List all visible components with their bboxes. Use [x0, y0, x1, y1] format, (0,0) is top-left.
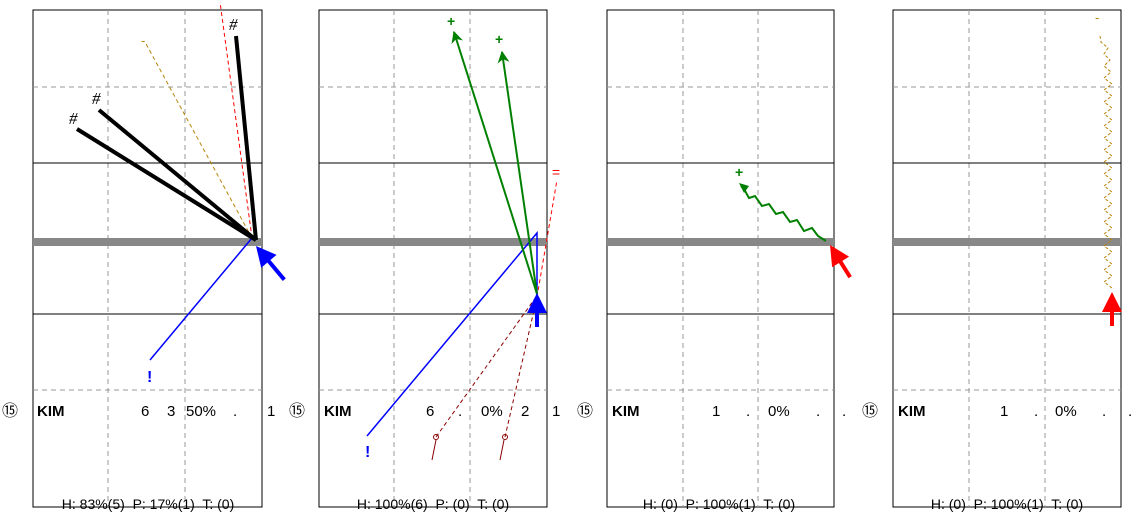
pass-trajectory [497, 50, 538, 295]
player-number-badge: ⑮ [2, 402, 18, 420]
error-marker: = [552, 164, 560, 180]
hit-trajectory [234, 35, 258, 241]
stat-errors: . [816, 403, 820, 420]
stat-percentage: 0% [1055, 403, 1077, 420]
player-name: KIM [898, 403, 926, 420]
player-name: KIM [37, 403, 65, 420]
distribution-footer: H: 83%(5) P: 17%(1) T: (0) [62, 496, 234, 512]
court-grid [319, 10, 547, 507]
set-trajectory [149, 237, 253, 361]
hit-marker: # [69, 109, 78, 128]
pass-arrowhead-icon [739, 183, 749, 193]
stat-blocked: . [842, 403, 846, 420]
set-marker: ! [147, 369, 152, 386]
block-point [433, 434, 439, 440]
stat-kills: . [746, 403, 750, 420]
stat-blocked: 1 [552, 403, 560, 420]
stat-kills: . [458, 403, 462, 420]
panel-1: # # # - ! ⑮ KIM 6 3 50% . 1 H: 83%(5) P:… [2, 1, 286, 512]
dig-marker: - [141, 33, 145, 48]
hit-marker: # [92, 89, 101, 108]
set-trajectory [366, 230, 538, 437]
hit-marker: # [229, 15, 238, 34]
net [33, 238, 262, 246]
pass-marker: + [447, 13, 455, 29]
pass-trajectory [740, 185, 827, 242]
set-marker: ! [365, 444, 370, 461]
hit-trajectory [75, 127, 258, 242]
court-grid [893, 10, 1121, 507]
error-trajectory [536, 179, 558, 298]
stat-percentage: 0% [481, 403, 503, 420]
net [607, 238, 834, 246]
player-arrow-icon [256, 246, 286, 281]
net [319, 238, 547, 246]
player-name: KIM [612, 403, 640, 420]
dig-marker: - [1095, 10, 1099, 25]
distribution-footer: H: (0) P: 100%(1) T: (0) [643, 496, 795, 512]
stat-errors: . [1102, 403, 1106, 420]
block-trajectory [435, 296, 537, 438]
stat-percentage: 0% [768, 403, 790, 420]
net [893, 238, 1121, 246]
dig-trajectory [1099, 35, 1113, 289]
panel-4: - ⑮ KIM 1 . 0% . . H: (0) P: 100%(1) T: … [862, 9, 1132, 512]
stat-kills: . [1034, 403, 1038, 420]
stat-attempts: 1 [1000, 403, 1008, 420]
court-frame [32, 9, 263, 508]
player-arrow-icon [1102, 292, 1122, 326]
pass-marker: + [735, 164, 743, 180]
error-trajectory [219, 1, 253, 239]
stat-errors: 2 [521, 403, 529, 420]
block-trajectory [504, 296, 538, 438]
dig-trajectory [144, 41, 253, 239]
stat-attempts: 6 [141, 403, 149, 420]
player-number-badge: ⑮ [862, 402, 878, 420]
player-name: KIM [324, 403, 352, 420]
court-frame [318, 9, 548, 508]
distribution-footer: H: (0) P: 100%(1) T: (0) [931, 496, 1083, 512]
stat-kills: 3 [167, 403, 175, 420]
player-arrow-icon [830, 245, 852, 279]
block-extension [431, 439, 437, 461]
panel-3: + ⑮ KIM 1 . 0% . . H: (0) P: 100%(1) T: … [577, 9, 852, 512]
stat-attempts: 1 [712, 403, 720, 420]
player-arrow-icon [527, 293, 547, 327]
panel-2: + + = ! ⑮ KIM 6 . 0% 2 1 H: 100%(6) P: (… [289, 9, 560, 512]
court-grid [607, 10, 834, 507]
stat-blocked: . [1128, 403, 1132, 420]
stat-blocked: 1 [267, 403, 275, 420]
block-extension [499, 439, 505, 461]
court-frame [892, 9, 1122, 508]
pass-marker: + [495, 31, 503, 47]
block-point [502, 434, 508, 440]
court-frame [606, 9, 835, 508]
stat-errors: . [233, 403, 237, 420]
court-grid [33, 10, 262, 507]
stat-percentage: 50% [186, 403, 216, 420]
hit-trajectory [97, 108, 258, 242]
stat-attempts: 6 [426, 403, 434, 420]
player-number-badge: ⑮ [289, 402, 305, 420]
distribution-footer: H: 100%(6) P: (0) T: (0) [357, 496, 509, 512]
pass-trajectory [451, 30, 538, 295]
player-number-badge: ⑮ [577, 402, 593, 420]
